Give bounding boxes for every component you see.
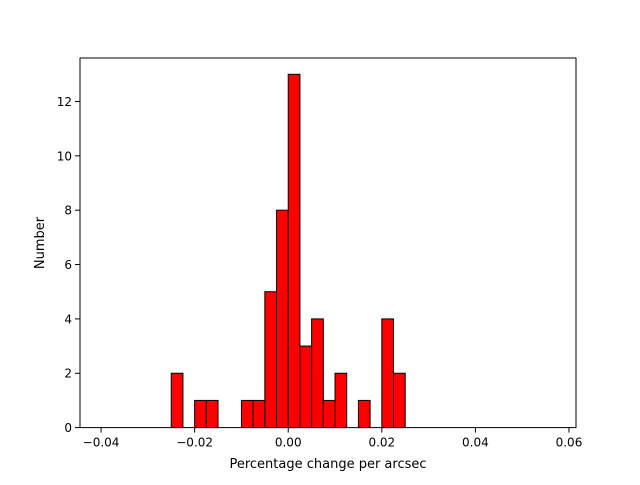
histogram-bar-22 — [357, 399, 371, 429]
y-tick-label-6: 12 — [57, 95, 72, 109]
histogram-bar-9 — [205, 399, 219, 429]
histogram-bar-19 — [322, 399, 336, 429]
x-tick-label-2: 0.00 — [275, 436, 302, 450]
x-tick-label-5: 0.06 — [556, 436, 583, 450]
histogram-bar-17 — [299, 345, 313, 429]
x-tick-label-0: −0.04 — [83, 436, 120, 450]
y-axis-ticks: 0 2 4 6 8 10 12 — [57, 95, 80, 435]
histogram-bar-6 — [170, 372, 184, 429]
histogram-bar-12 — [240, 399, 254, 429]
histogram-bar-16 — [287, 73, 301, 429]
histogram-bar-14 — [264, 291, 278, 429]
y-tick-label-5: 10 — [57, 149, 72, 163]
x-tick-label-3: 0.02 — [368, 436, 395, 450]
histogram-bar-15 — [276, 209, 289, 429]
y-tick-label-0: 0 — [64, 421, 72, 435]
x-tick-label-1: −0.02 — [176, 436, 213, 450]
histogram-bar-24 — [381, 318, 395, 429]
histogram-bar-13 — [252, 399, 266, 429]
axes-frame — [79, 57, 577, 429]
y-tick-label-4: 8 — [64, 204, 72, 218]
histogram-bar-18 — [311, 318, 324, 429]
x-axis-label: Percentage change per arcsec — [229, 457, 426, 472]
histogram-bar-25 — [393, 372, 406, 429]
histogram-bar-8 — [194, 399, 207, 429]
x-axis-ticks: −0.04 −0.02 0.00 0.02 0.04 0.06 — [83, 427, 583, 450]
y-tick-label-3: 6 — [64, 258, 72, 272]
histogram-bar-20 — [334, 372, 348, 429]
y-tick-label-1: 2 — [64, 367, 72, 381]
x-tick-label-4: 0.04 — [462, 436, 489, 450]
y-tick-label-2: 4 — [64, 312, 72, 326]
y-axis-label: Number — [33, 216, 48, 269]
